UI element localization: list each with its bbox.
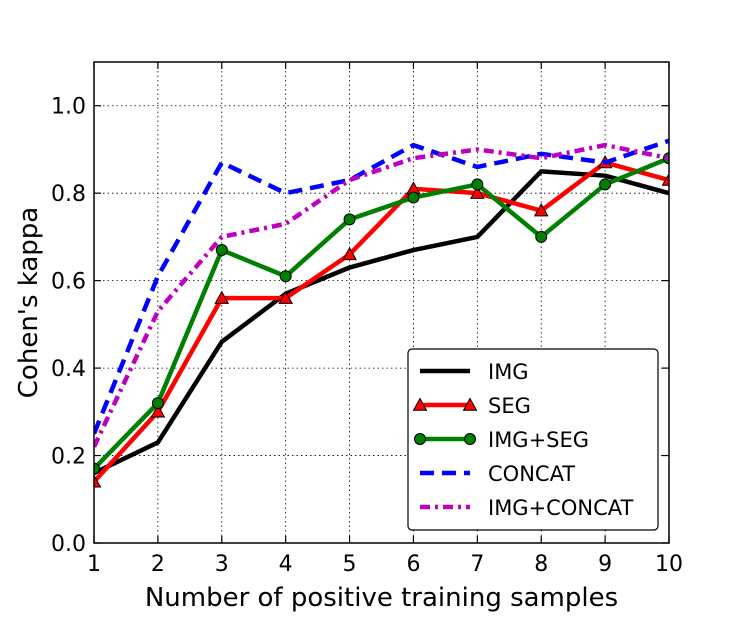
x-tick-label: 9: [598, 552, 612, 577]
x-tick-label: 10: [655, 552, 683, 577]
axis-ticks: 1 2 3 4 5 6 7 8 9 10 0.0 0.2 0.4 0.6 0.8 1.0: [51, 62, 683, 577]
data-point-seg: [94, 474, 102, 488]
legend-box: [407, 348, 659, 531]
legend-entry-img: IMG: [420, 360, 529, 384]
y-tick-label: 1.0: [51, 95, 86, 120]
data-point-img-seg: [215, 244, 228, 257]
x-tick-label: 6: [406, 552, 420, 577]
legend-marker-seg: [412, 397, 428, 411]
data-point-img-seg: [407, 191, 420, 204]
series-concat: [94, 138, 669, 435]
series-line-concat: [94, 138, 669, 435]
legend-label-seg: SEG: [488, 394, 531, 418]
legend-entry-seg: SEG: [412, 394, 531, 418]
series-lines: [94, 138, 669, 488]
data-point-seg: [150, 404, 166, 418]
legend: IMG SEG IMG+SEG CONCAT IMG+CONCAT: [407, 348, 659, 531]
legend-label-img: IMG: [488, 360, 529, 384]
x-tick-label: 5: [343, 552, 357, 577]
data-point-seg: [661, 172, 669, 186]
y-tick-label: 0.8: [51, 182, 86, 207]
x-tick-label: 3: [215, 552, 229, 577]
legend-label-concat: CONCAT: [488, 462, 575, 486]
y-tick-label: 0.4: [51, 357, 86, 382]
y-tick-label: 0.0: [51, 532, 86, 557]
x-axis-label: Number of positive training samples: [145, 583, 618, 613]
data-point-img-seg: [94, 462, 100, 475]
legend-marker-img-seg: [414, 433, 426, 445]
x-tick-label: 2: [151, 552, 165, 577]
data-point-img-seg: [343, 213, 356, 226]
data-point-img-seg: [599, 178, 612, 191]
legend-entry-img-concat: IMG+CONCAT: [420, 496, 633, 520]
legend-marker-img-seg: [464, 433, 476, 445]
y-tick-label: 0.2: [51, 445, 86, 470]
x-tick-label: 8: [534, 552, 548, 577]
data-point-img-seg: [535, 230, 548, 243]
plot-frame: [93, 61, 670, 544]
legend-label-img-concat: IMG+CONCAT: [488, 496, 633, 520]
series-img: [94, 169, 669, 476]
legend-entry-img-seg: IMG+SEG: [414, 428, 589, 452]
data-point-img-seg: [471, 178, 484, 191]
series-img-seg: [94, 152, 669, 475]
x-tick-label: 7: [470, 552, 484, 577]
series-line-img: [94, 169, 669, 476]
data-point-seg: [469, 185, 485, 199]
data-point-seg: [214, 290, 230, 304]
y-tick-label: 0.6: [51, 270, 86, 295]
legend-entry-concat: CONCAT: [420, 462, 575, 486]
x-tick-label: 4: [279, 552, 293, 577]
x-tick-label: 1: [87, 552, 101, 577]
data-point-img-seg: [279, 270, 292, 283]
legend-marker-seg: [462, 397, 478, 411]
series-line-seg: [94, 160, 669, 484]
series-line-img-seg: [94, 156, 669, 471]
data-point-seg: [342, 246, 357, 261]
data-point-img-seg: [151, 397, 164, 410]
y-axis-label: Cohen's kappa: [14, 207, 44, 398]
data-point-seg: [533, 203, 549, 217]
legend-label-img-seg: IMG+SEG: [488, 428, 589, 452]
data-point-seg: [278, 290, 294, 304]
